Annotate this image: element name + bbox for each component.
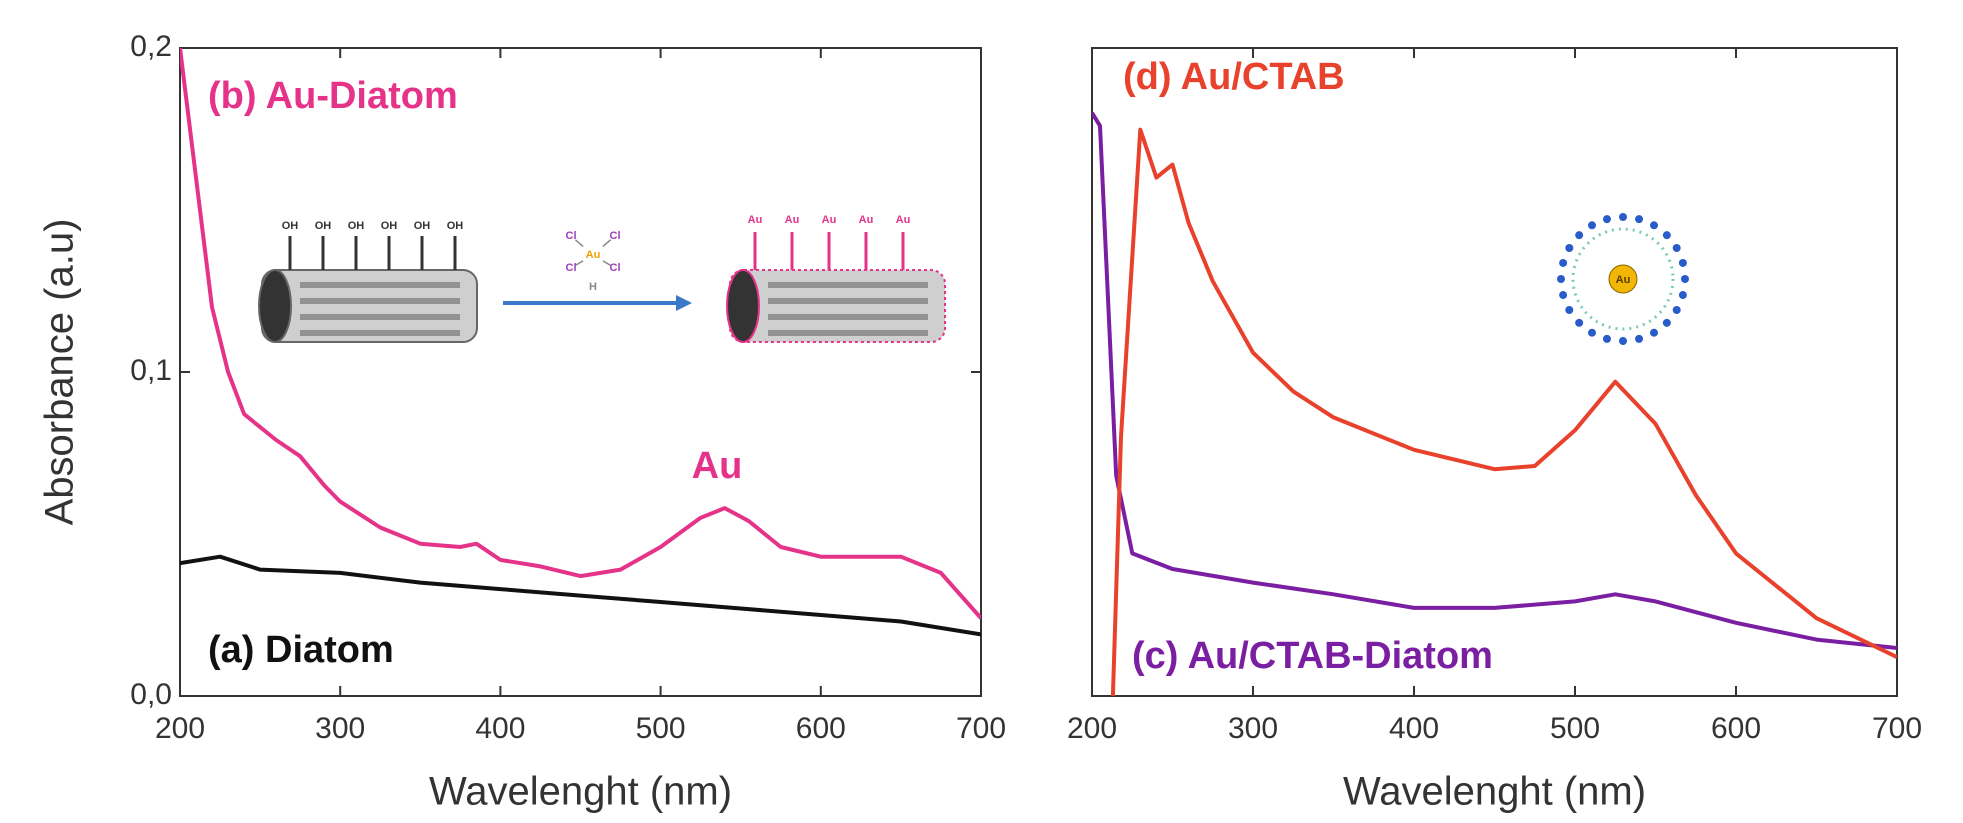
particle-label: Au [1616,274,1631,286]
series-label: (a) Diatom [208,629,394,671]
gold-label: Au [859,214,874,226]
micelle-head [1559,291,1568,300]
hydroxyl-label: OH [381,220,398,232]
y-tick-label: 0,1 [130,354,172,387]
hydroxyl-label: OH [414,220,431,232]
micelle-head [1565,306,1574,314]
micelle [1571,227,1675,331]
x-tick-label: 200 [155,712,205,745]
hydroxyl-label: OH [282,220,299,232]
micelle-head [1565,244,1574,252]
hydroxyl-label: OH [315,220,332,232]
micelle-head [1662,231,1671,240]
data-line [1110,127,1897,696]
micelle-head [1619,213,1627,221]
series-label: (b) Au-Diatom [208,75,458,117]
x-tick-label: 600 [1711,712,1761,745]
ligand-label: Cl [610,230,621,242]
micelle-head [1672,306,1681,314]
gold-label: Au [785,214,800,226]
x-tick-label: 700 [1872,712,1922,745]
micelle-head [1650,328,1658,337]
bond [602,260,611,267]
ligand-label: Cl [566,230,577,242]
hydroxyl-label: OH [348,220,365,232]
ligand-label: Cl [566,262,577,274]
plot-frame [1091,47,1898,697]
gold-label: Au [748,214,763,226]
micelle-head [1602,334,1611,343]
micelle-head [1650,221,1658,230]
series-label: (d) Au/CTAB [1123,56,1345,98]
data-line [180,554,981,637]
bond [575,260,584,267]
micelle-head [1678,258,1687,267]
x-tick-label: 300 [315,712,365,745]
y-tick-label: 0,2 [130,30,172,63]
x-axis-label: Wavelenght (nm) [1343,770,1646,814]
micelle-head [1575,231,1584,240]
micelle-head [1635,215,1644,224]
x-tick-label: 400 [1389,712,1439,745]
complex-bottom: H [589,281,597,293]
x-tick-label: 500 [1550,712,1600,745]
micelle-head [1662,318,1671,327]
bond [602,239,612,248]
micelle-head [1588,221,1596,230]
micelle-head [1678,291,1687,300]
gold-label: Au [822,214,837,226]
micelle-head [1559,258,1568,267]
data-line [1092,111,1897,650]
y-axis-label: Absorbance (a.u) [38,219,82,526]
micelle-head [1635,334,1644,343]
micelle-head [1672,244,1681,252]
micelle-head [1575,318,1584,327]
micelle-head [1619,337,1627,345]
series-label: (c) Au/CTAB-Diatom [1132,635,1493,677]
gold-label: Au [896,214,911,226]
micelle-head [1588,328,1596,337]
plot-frame [179,47,982,697]
annotation: Au [692,445,743,487]
micelle-head [1681,275,1689,283]
data-line [180,48,981,620]
y-tick-label: 0,0 [130,678,172,711]
complex-center: Au [586,249,601,261]
x-tick-label: 500 [636,712,686,745]
diatom-scheme [258,269,946,343]
x-tick-label: 400 [475,712,525,745]
ligand-label: Cl [610,262,621,274]
x-tick-label: 200 [1067,712,1117,745]
x-tick-label: 300 [1228,712,1278,745]
micelle-head [1602,215,1611,224]
x-axis-label: Wavelenght (nm) [429,770,732,814]
x-tick-label: 700 [956,712,1006,745]
micelle-head [1557,275,1565,283]
x-tick-label: 600 [796,712,846,745]
bond [574,239,584,248]
hydroxyl-label: OH [447,220,464,232]
